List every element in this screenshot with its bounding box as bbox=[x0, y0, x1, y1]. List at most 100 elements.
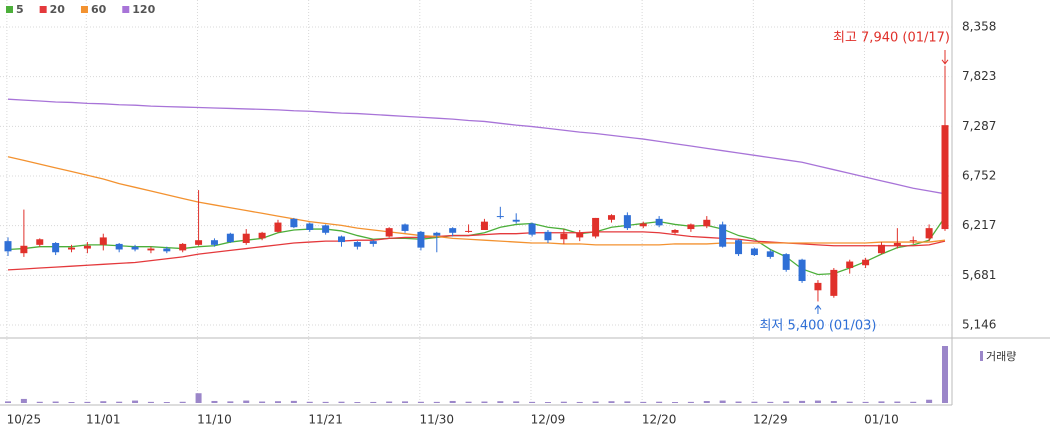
volume-bar bbox=[52, 401, 59, 403]
candle-body bbox=[592, 217, 600, 237]
high-annotation: 최고 7,940 (01/17) bbox=[833, 31, 950, 46]
volume-bar bbox=[624, 401, 631, 403]
volume-bar bbox=[243, 400, 250, 403]
candle-body bbox=[179, 243, 187, 251]
candle-body bbox=[925, 228, 933, 239]
ma-line bbox=[7, 98, 946, 195]
candle-body bbox=[322, 225, 330, 233]
volume-bar bbox=[465, 401, 472, 403]
volume-bar bbox=[195, 393, 202, 403]
y-tick-label: 6,217 bbox=[962, 218, 996, 232]
candle-body bbox=[242, 233, 250, 243]
volume-legend-swatch bbox=[980, 351, 983, 361]
volume-bar bbox=[306, 401, 313, 403]
ma-line bbox=[7, 156, 946, 246]
volume-bar bbox=[497, 401, 504, 403]
y-tick-label: 6,752 bbox=[962, 169, 996, 183]
candle-body bbox=[496, 216, 504, 218]
volume-bar bbox=[814, 400, 821, 403]
candle-body bbox=[306, 223, 314, 230]
x-tick-label: 11/21 bbox=[308, 413, 343, 427]
legend-label: 20 bbox=[50, 3, 66, 16]
y-tick-label: 5,681 bbox=[962, 268, 996, 282]
candle-body bbox=[274, 222, 282, 232]
candle-body bbox=[20, 245, 28, 254]
candle-body bbox=[195, 240, 203, 245]
volume-bar bbox=[767, 401, 774, 403]
candle-body bbox=[512, 219, 520, 222]
volume-bar bbox=[592, 401, 599, 403]
volume-bar bbox=[703, 401, 710, 403]
x-tick-label: 11/01 bbox=[86, 413, 121, 427]
candle-body bbox=[639, 223, 647, 227]
volume-bar bbox=[672, 402, 679, 403]
candle-body bbox=[607, 215, 615, 220]
candle-body bbox=[369, 241, 377, 244]
volume-bar bbox=[36, 401, 43, 403]
volume-bar bbox=[942, 346, 948, 403]
candle-body bbox=[703, 219, 711, 227]
volume-bar bbox=[576, 401, 583, 403]
candle-body bbox=[544, 231, 552, 241]
x-tick-label: 11/10 bbox=[197, 413, 232, 427]
candle-body bbox=[401, 224, 409, 231]
candle-body bbox=[83, 245, 91, 249]
candle-body bbox=[798, 259, 806, 282]
candle-body bbox=[830, 269, 838, 296]
volume-bar bbox=[259, 401, 266, 403]
y-tick-label: 7,823 bbox=[962, 69, 996, 83]
y-tick-label: 7,287 bbox=[962, 119, 996, 133]
candle-body bbox=[941, 125, 949, 230]
candle-body bbox=[290, 218, 298, 228]
candle-body bbox=[766, 251, 774, 257]
volume-bar bbox=[370, 401, 377, 403]
volume-bar bbox=[211, 400, 218, 403]
volume-bar bbox=[878, 401, 885, 403]
volume-bar bbox=[560, 401, 567, 403]
volume-bar bbox=[338, 401, 345, 403]
candle-body bbox=[623, 215, 631, 229]
candle-body bbox=[52, 242, 60, 253]
volume-bar bbox=[116, 401, 123, 403]
legend-swatch bbox=[80, 6, 88, 13]
candle-body bbox=[115, 243, 123, 250]
legend-swatch bbox=[122, 6, 130, 13]
volume-bar bbox=[147, 401, 154, 403]
candle-body bbox=[258, 232, 266, 239]
candle-body bbox=[99, 237, 107, 245]
volume-bar bbox=[68, 402, 75, 403]
candle-body bbox=[782, 254, 790, 270]
candle-body bbox=[163, 248, 171, 252]
candle-body bbox=[68, 247, 76, 250]
volume-bar bbox=[751, 401, 758, 403]
candle-body bbox=[528, 223, 536, 235]
volume-bar bbox=[179, 401, 186, 403]
candle-body bbox=[655, 218, 663, 226]
candle-body bbox=[909, 240, 917, 242]
candle-body bbox=[846, 261, 854, 269]
volume-bar bbox=[354, 402, 361, 403]
volume-bar bbox=[322, 401, 329, 403]
volume-bar bbox=[687, 401, 694, 403]
volume-bar bbox=[290, 400, 297, 403]
y-tick-label: 5,146 bbox=[962, 318, 996, 332]
candle-body bbox=[449, 228, 457, 233]
legend-label: 5 bbox=[16, 3, 24, 16]
volume-bar bbox=[799, 400, 806, 403]
candle-body bbox=[4, 241, 12, 252]
volume-legend: 거래량 bbox=[986, 350, 1016, 363]
volume-bar bbox=[640, 401, 647, 403]
candle-body bbox=[433, 232, 441, 236]
x-tick-label: 11/30 bbox=[419, 413, 454, 427]
volume-bar bbox=[274, 401, 281, 403]
candle-body bbox=[862, 259, 870, 266]
volume-bar bbox=[84, 401, 91, 403]
candle-body bbox=[735, 240, 743, 255]
candle-body bbox=[576, 232, 584, 238]
volume-bar bbox=[894, 401, 901, 403]
volume-bar bbox=[910, 401, 917, 403]
volume-bar bbox=[608, 401, 615, 403]
x-tick-label: 12/09 bbox=[531, 413, 566, 427]
legend-swatch bbox=[6, 6, 13, 13]
